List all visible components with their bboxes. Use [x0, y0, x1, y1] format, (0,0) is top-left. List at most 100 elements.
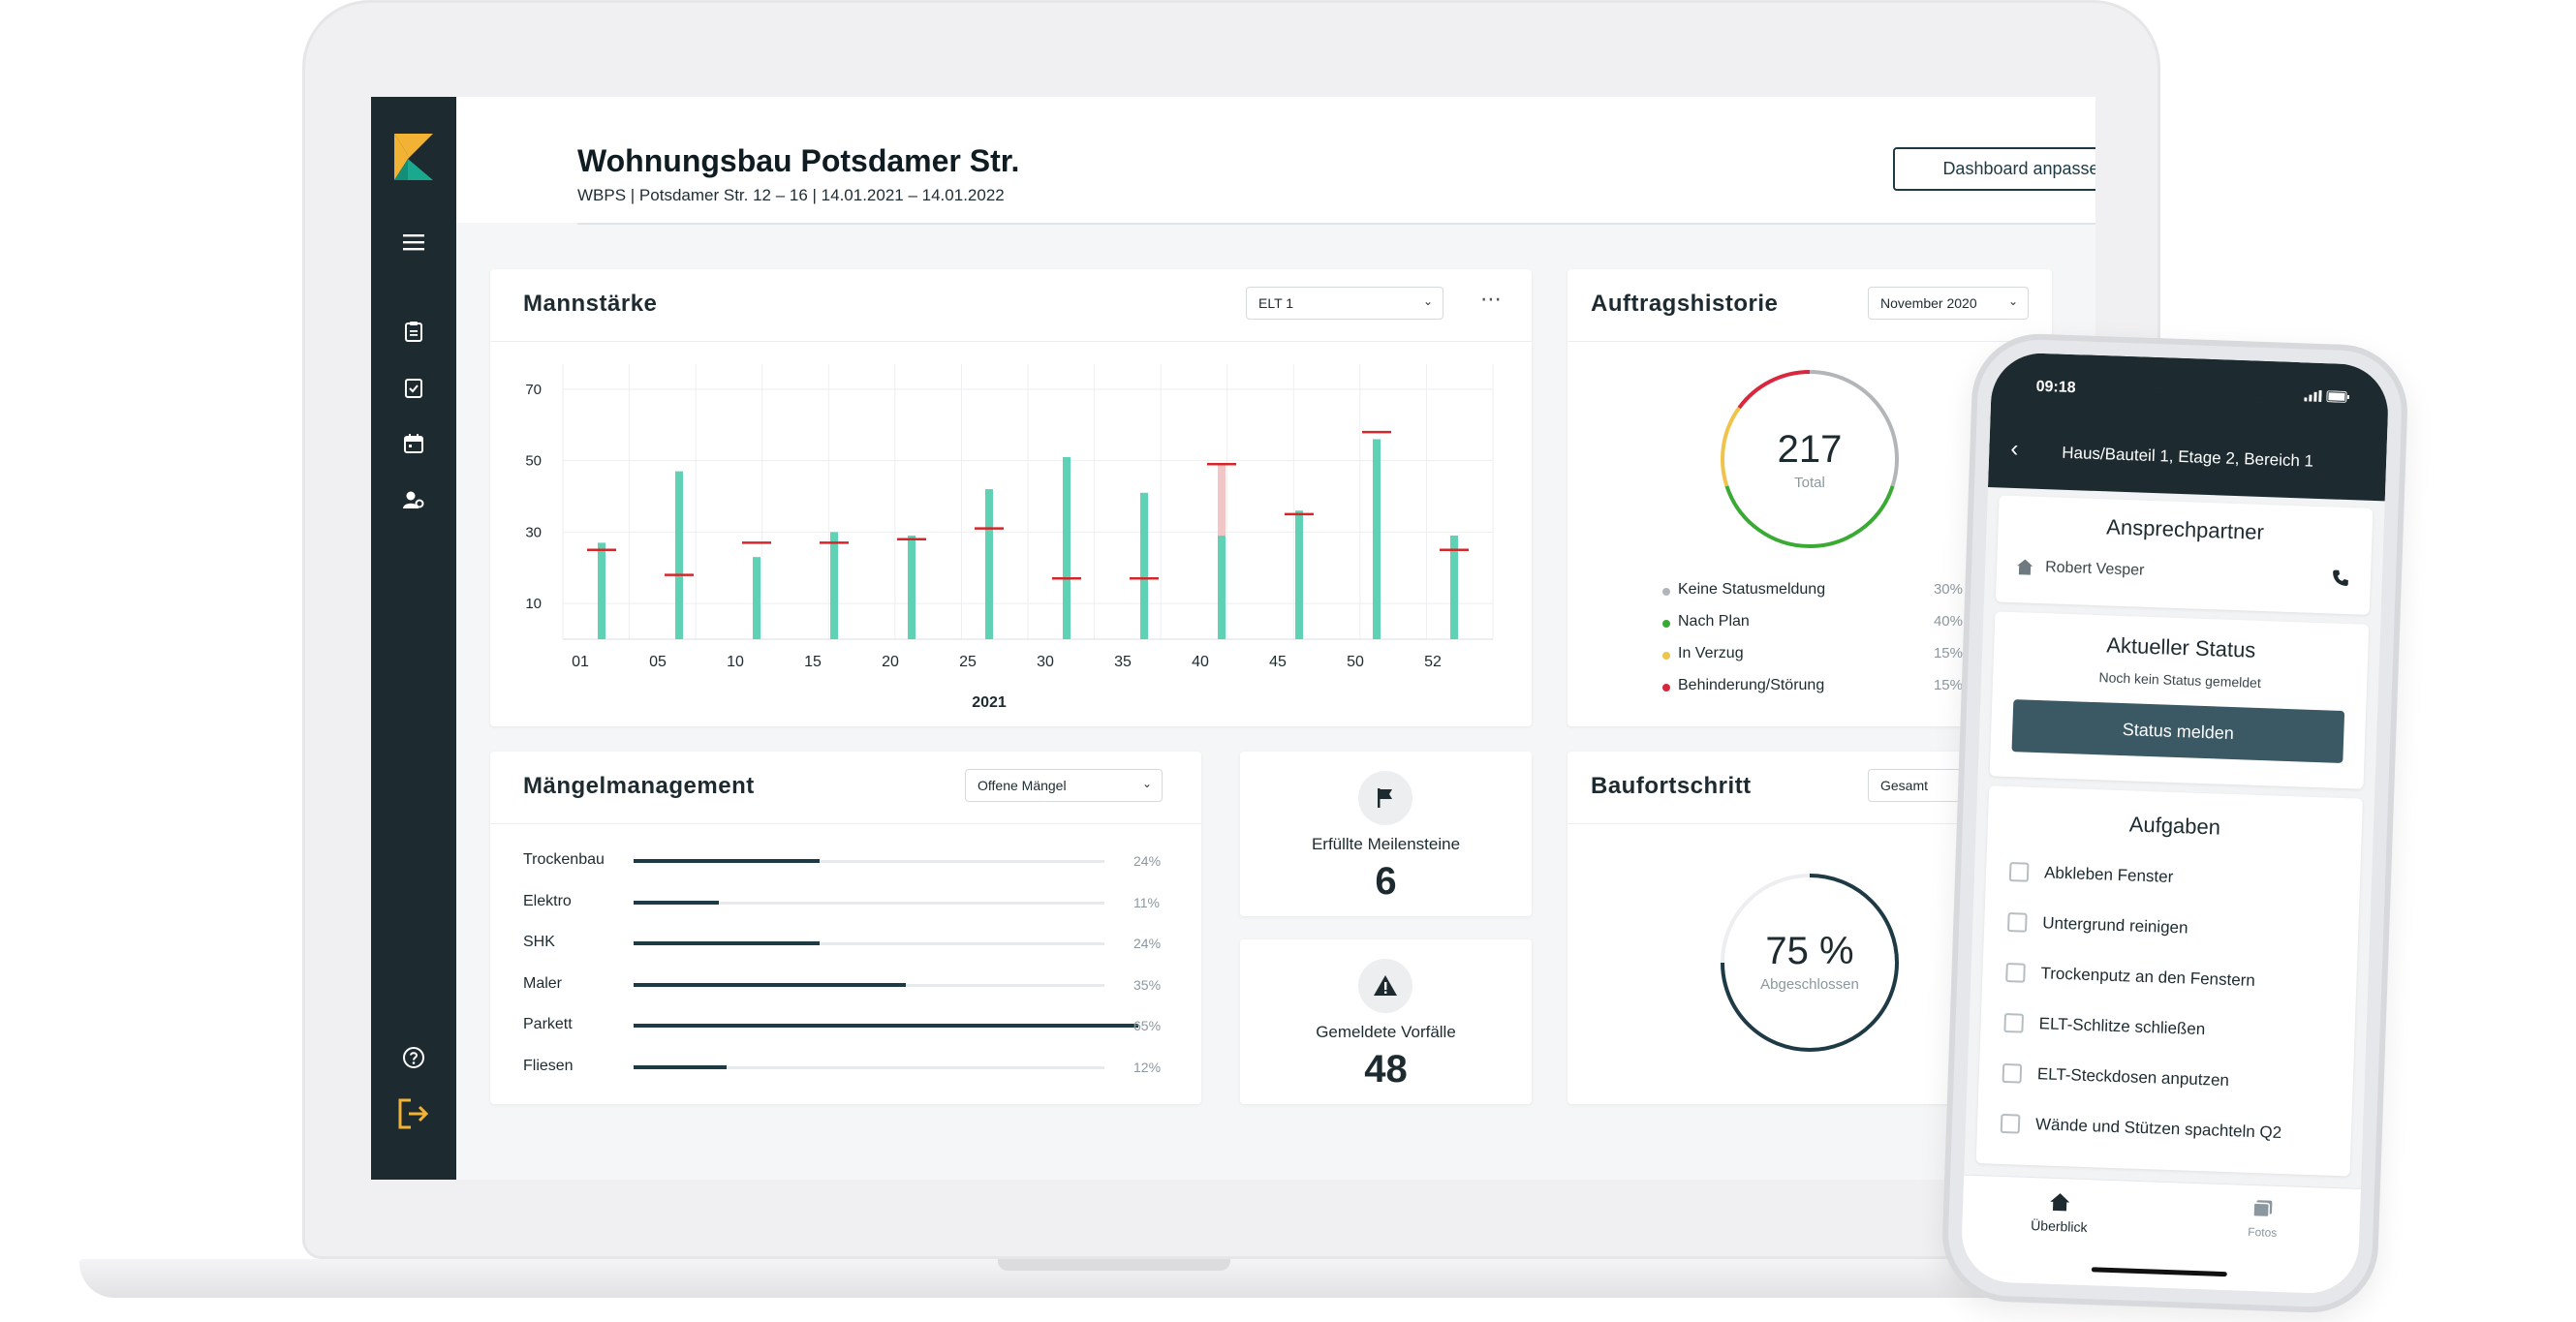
- logout-icon[interactable]: [394, 1094, 433, 1133]
- logo[interactable]: [394, 134, 433, 180]
- defect-percent: 24%: [1133, 936, 1162, 951]
- maengel-card: Mängelmanagement Offene Mängel ⌄ Trocken…: [490, 752, 1201, 1104]
- home-icon: [2050, 1193, 2070, 1212]
- photos-icon: [2252, 1200, 2273, 1218]
- more-options-icon[interactable]: ⋯: [1480, 287, 1502, 311]
- tab-label: Überblick: [2030, 1217, 2088, 1236]
- checklist-icon[interactable]: [394, 368, 433, 407]
- status-card: Aktueller Status Noch kein Status gemeld…: [1989, 611, 2370, 789]
- task-item[interactable]: ELT-Steckdosen anputzen: [2002, 1061, 2332, 1098]
- defect-bar: [634, 859, 821, 863]
- task-label: Trockenputz an den Fenstern: [2040, 964, 2256, 990]
- defect-bar: [634, 982, 906, 987]
- signal-icon: [2304, 389, 2322, 403]
- stat-value: 6: [1375, 860, 1397, 903]
- sidebar: [371, 97, 456, 1180]
- warning-icon: [1358, 959, 1412, 1013]
- defect-track: [634, 982, 1104, 987]
- bar: [985, 489, 993, 639]
- defect-row: SHK 24%: [523, 934, 1163, 953]
- customize-dashboard-button[interactable]: Dashboard anpassen: [1893, 147, 2095, 191]
- task-checkbox[interactable]: [2005, 963, 2026, 983]
- trade-select[interactable]: ELT 1 ⌄: [1246, 287, 1443, 320]
- legend-item: Nach Plan 40%: [1662, 613, 1963, 634]
- y-tick-label: 50: [525, 453, 542, 470]
- legend-label: Behinderung/Störung: [1678, 677, 1825, 693]
- month-select[interactable]: November 2020 ⌄: [1868, 287, 2029, 320]
- status-title: Aktueller Status: [2105, 632, 2256, 662]
- select-value: Gesamt: [1880, 778, 1929, 793]
- legend-item: Keine Statusmeldung 30%: [1662, 581, 1963, 602]
- task-item[interactable]: Trockenputz an den Fenstern: [2005, 961, 2336, 998]
- defect-percent: 35%: [1133, 976, 1162, 993]
- legend-value: 30%: [1933, 581, 1963, 598]
- legend-label: Keine Statusmeldung: [1678, 581, 1826, 598]
- tab-overview[interactable]: Überblick: [2001, 1190, 2118, 1236]
- bar: [908, 536, 916, 639]
- defect-track: [634, 941, 1104, 945]
- nav-title: Haus/Bauteil 1, Etage 2, Bereich 1: [2062, 443, 2314, 471]
- stat-label: Gemeldete Vorfälle: [1316, 1023, 1456, 1041]
- task-item[interactable]: Wände und Stützen spachteln Q2: [2000, 1112, 2331, 1149]
- defect-track: [634, 900, 1104, 905]
- donut-segment: [1724, 485, 1895, 548]
- tab-photos[interactable]: Fotos: [2204, 1197, 2321, 1241]
- legend-value: 40%: [1933, 613, 1963, 630]
- clipboard-icon[interactable]: [394, 312, 433, 351]
- legend-value: 15%: [1933, 677, 1963, 693]
- status-text: Noch kein Status gemeldet: [2098, 669, 2262, 692]
- bar: [675, 471, 683, 639]
- defect-bar: [634, 941, 821, 945]
- defect-bar: [634, 1024, 1139, 1028]
- x-tick-label: 20: [882, 654, 899, 670]
- x-tick-label: 45: [1269, 654, 1287, 670]
- defect-percent: 11%: [1133, 894, 1160, 910]
- defect-row: Maler 35%: [523, 975, 1163, 995]
- defect-row: Fliesen 12%: [523, 1058, 1163, 1077]
- phone-icon[interactable]: [2332, 569, 2350, 588]
- card-divider: [1567, 823, 2052, 824]
- task-item[interactable]: Untergrund reinigen: [2006, 910, 2338, 947]
- contact-name: Robert Vesper: [2044, 559, 2145, 579]
- task-checkbox[interactable]: [2008, 862, 2030, 882]
- legend-item: In Verzug 15%: [1662, 645, 1963, 666]
- contact-title: Ansprechpartner: [2105, 514, 2265, 545]
- defect-track: [634, 1064, 1104, 1069]
- legend-dot: [1662, 652, 1670, 660]
- bar-overflow: [1218, 464, 1226, 537]
- bar: [753, 557, 760, 639]
- task-checkbox[interactable]: [2002, 1062, 2023, 1084]
- calendar-icon[interactable]: [394, 424, 433, 463]
- bar: [598, 542, 605, 639]
- legend-dot: [1662, 620, 1670, 628]
- task-checkbox[interactable]: [2006, 912, 2028, 933]
- defect-row: Trockenbau 24%: [523, 851, 1163, 871]
- select-value: November 2020: [1880, 295, 1977, 311]
- defect-filter-select[interactable]: Offene Mängel ⌄: [965, 769, 1163, 802]
- task-item[interactable]: Abkleben Fenster: [2008, 860, 2340, 897]
- task-item[interactable]: ELT-Schlitze schließen: [2003, 1011, 2334, 1048]
- chevron-down-icon: ⌄: [1141, 777, 1152, 790]
- menu-icon[interactable]: [394, 223, 433, 261]
- defect-row: Elektro 11%: [523, 893, 1163, 912]
- bar: [1063, 456, 1071, 639]
- defect-row: Parkett 65%: [523, 1016, 1163, 1035]
- mannstaerke-chart: 70 50 30 10 01 05 10 15 20 25 30 35 40 45 50 52 2021: [525, 364, 1494, 711]
- user-settings-icon[interactable]: [394, 480, 433, 519]
- chevron-down-icon: ⌄: [1422, 294, 1433, 308]
- defect-label: Maler: [523, 974, 563, 992]
- report-status-button[interactable]: Status melden: [2011, 699, 2345, 764]
- task-checkbox[interactable]: [2000, 1113, 2021, 1134]
- bar: [1140, 492, 1148, 639]
- help-icon[interactable]: [394, 1038, 433, 1077]
- card-title: Baufortschritt: [1591, 773, 1752, 799]
- contact-card: Ansprechpartner Robert Vesper: [1995, 495, 2374, 615]
- progress-value: 75 %: [1765, 930, 1854, 972]
- y-tick-label: 10: [525, 596, 542, 612]
- total-label: Total: [1794, 475, 1825, 491]
- page-header: Wohnungsbau Potsdamer Str. WBPS | Potsda…: [456, 97, 2095, 225]
- status-icons: [2304, 389, 2350, 403]
- task-checkbox[interactable]: [2003, 1012, 2025, 1033]
- legend-item: Behinderung/Störung 15%: [1662, 677, 1963, 698]
